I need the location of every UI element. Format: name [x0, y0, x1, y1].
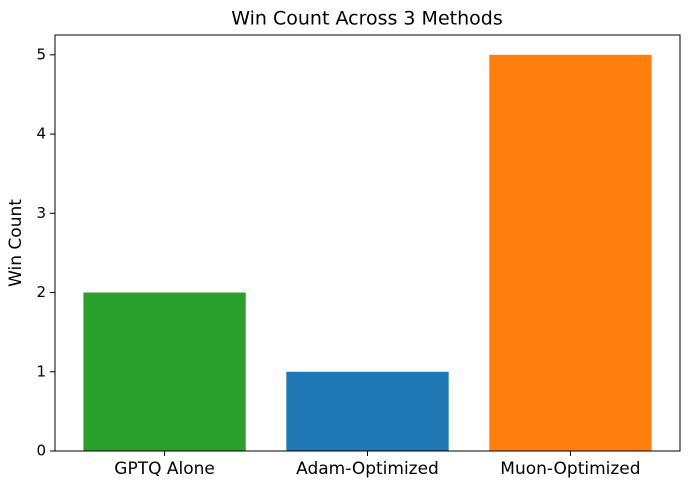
- y-tick-label: 3: [36, 204, 46, 222]
- bar: [286, 371, 449, 451]
- y-tick-label: 2: [36, 283, 46, 301]
- chart-title: Win Count Across 3 Methods: [231, 8, 502, 30]
- y-axis-label: Win Count: [6, 199, 26, 287]
- y-tick-label: 5: [36, 45, 46, 63]
- plot-frame: [54, 34, 681, 452]
- y-tick-label: 4: [36, 125, 46, 143]
- y-tick-label: 1: [36, 362, 46, 380]
- bar: [83, 292, 246, 451]
- x-tick-label: Adam-Optimized: [296, 459, 439, 479]
- x-tick-label: GPTQ Alone: [114, 459, 215, 479]
- x-tick-label: Muon-Optimized: [500, 459, 640, 479]
- y-tick-label: 0: [36, 442, 46, 460]
- bar: [489, 54, 652, 452]
